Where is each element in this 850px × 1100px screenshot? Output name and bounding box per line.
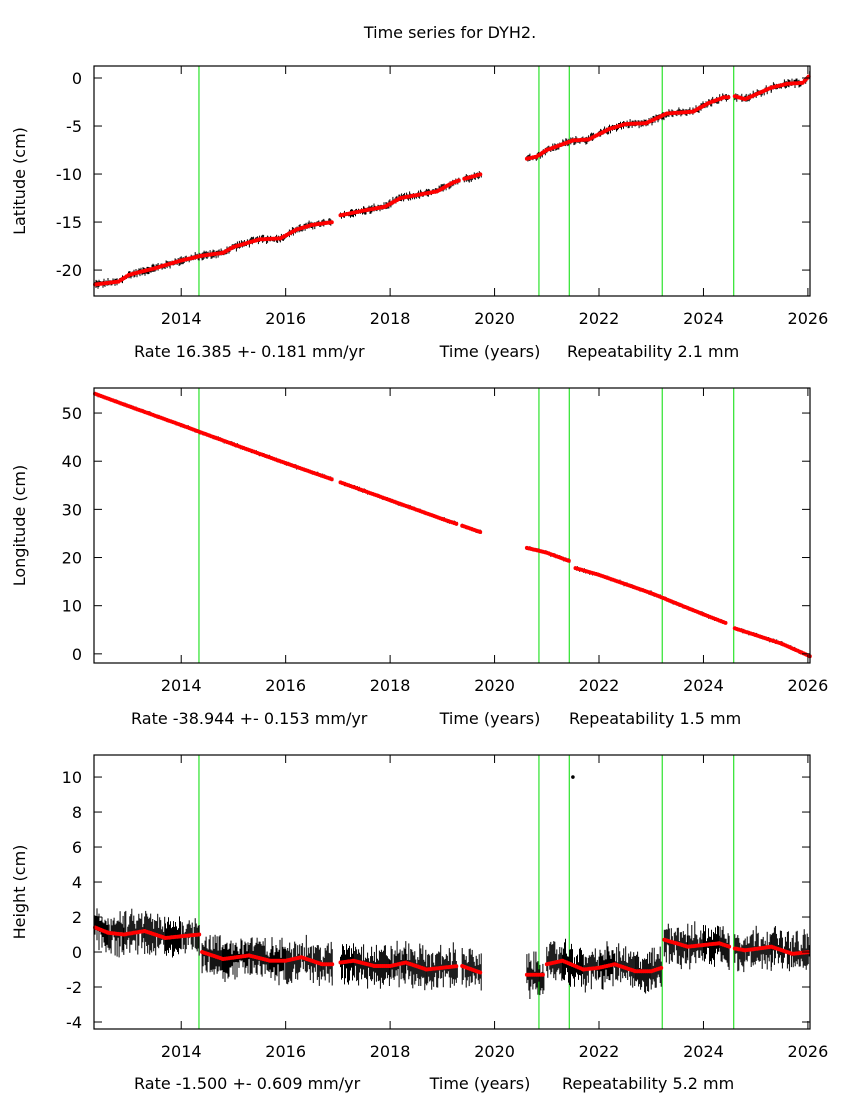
y-tick-label: 2 bbox=[72, 908, 82, 927]
y-tick-label: 0 bbox=[72, 645, 82, 664]
y-tick-label: 20 bbox=[62, 549, 82, 568]
y-tick-label: 0 bbox=[72, 943, 82, 962]
fit-point bbox=[329, 220, 334, 225]
y-tick-label: -5 bbox=[66, 117, 82, 136]
x-tick-label: 2014 bbox=[161, 676, 202, 695]
rate-label: Rate -1.500 +- 0.609 mm/yr bbox=[134, 1074, 361, 1093]
outlier-point bbox=[571, 775, 575, 779]
fit-point bbox=[540, 972, 545, 977]
y-tick-label: -20 bbox=[56, 261, 82, 280]
x-axis-label: Time (years) bbox=[439, 342, 541, 361]
x-tick-label: 2026 bbox=[788, 1042, 829, 1061]
x-axis-label: Time (years) bbox=[429, 1074, 531, 1093]
y-tick-label: 0 bbox=[72, 69, 82, 88]
repeatability-label: Repeatability 5.2 mm bbox=[562, 1074, 734, 1093]
figure-title: Time series for DYH2. bbox=[363, 23, 536, 42]
height-plot-frame bbox=[93, 754, 811, 1030]
x-tick-label: 2026 bbox=[788, 676, 829, 695]
repeatability-label: Repeatability 2.1 mm bbox=[567, 342, 739, 361]
x-tick-label: 2014 bbox=[161, 1042, 202, 1061]
fit-point bbox=[456, 178, 461, 183]
y-tick-label: 50 bbox=[62, 404, 82, 423]
fit-point bbox=[478, 172, 483, 177]
fit-point bbox=[727, 944, 732, 949]
y-tick-label: -10 bbox=[56, 165, 82, 184]
y-tick-label: -2 bbox=[66, 978, 82, 997]
y-tick-label: -15 bbox=[56, 213, 82, 232]
x-tick-label: 2020 bbox=[474, 1042, 515, 1061]
x-tick-label: 2014 bbox=[161, 309, 202, 328]
repeatability-label: Repeatability 1.5 mm bbox=[569, 709, 741, 728]
y-tick-label: 30 bbox=[62, 500, 82, 519]
fit-point bbox=[659, 965, 664, 970]
y-tick-label: 8 bbox=[72, 803, 82, 822]
y-axis-label: Longitude (cm) bbox=[10, 465, 29, 587]
longitude-panel: 2014 2016 2018 2020 2022 2024 2026 50 40 30 20 10 0 L… bbox=[10, 387, 829, 728]
x-axis-label: Time (years) bbox=[439, 709, 541, 728]
rate-label: Rate 16.385 +- 0.181 mm/yr bbox=[134, 342, 365, 361]
x-tick-label: 2020 bbox=[474, 676, 515, 695]
latitude-model-fit bbox=[93, 74, 811, 287]
x-tick-label: 2024 bbox=[683, 309, 724, 328]
y-tick-label: 6 bbox=[72, 838, 82, 857]
x-tick-label: 2024 bbox=[683, 1042, 724, 1061]
x-tick-label: 2022 bbox=[579, 309, 620, 328]
height-model-fit bbox=[93, 925, 811, 977]
fit-point bbox=[566, 558, 571, 563]
latitude-panel: 2014 2016 2018 2020 2022 2024 2026 0 -5 -10 -15 -20… bbox=[10, 65, 829, 361]
fit-point bbox=[329, 477, 334, 482]
x-tick-label: 2016 bbox=[265, 676, 306, 695]
y-tick-label: 10 bbox=[62, 768, 82, 787]
fit-point bbox=[454, 964, 459, 969]
x-tick-label: 2016 bbox=[265, 309, 306, 328]
x-tick-label: 2016 bbox=[265, 1042, 306, 1061]
y-tick-label: -4 bbox=[66, 1013, 82, 1032]
x-tick-label: 2022 bbox=[579, 676, 620, 695]
height-panel: 2014 2016 2018 2020 2022 2024 2026 10 8 6 4 2 0 -2 -4 H… bbox=[10, 754, 829, 1093]
fit-point bbox=[197, 932, 202, 937]
y-axis-label: Latitude (cm) bbox=[10, 127, 29, 235]
x-tick-label: 2026 bbox=[788, 309, 829, 328]
x-tick-label: 2022 bbox=[579, 1042, 620, 1061]
longitude-plot-frame bbox=[93, 387, 811, 664]
fit-point bbox=[330, 962, 335, 967]
y-axis-label: Height (cm) bbox=[10, 845, 29, 940]
fit-point bbox=[454, 521, 459, 526]
fit-point bbox=[478, 530, 483, 534]
rate-label: Rate -38.944 +- 0.153 mm/yr bbox=[131, 709, 368, 728]
x-tick-label: 2020 bbox=[474, 309, 515, 328]
fit-point bbox=[478, 970, 483, 975]
fit-point bbox=[726, 95, 731, 100]
y-tick-label: 40 bbox=[62, 452, 82, 471]
x-tick-label: 2024 bbox=[683, 676, 724, 695]
x-tick-label: 2018 bbox=[370, 1042, 411, 1061]
fit-point bbox=[723, 620, 728, 625]
x-tick-label: 2018 bbox=[370, 309, 411, 328]
y-tick-label: 4 bbox=[72, 873, 82, 892]
longitude-model-fit bbox=[93, 391, 812, 659]
x-tick-label: 2018 bbox=[370, 676, 411, 695]
y-tick-label: 10 bbox=[62, 597, 82, 616]
latitude-plot-frame bbox=[93, 65, 811, 297]
